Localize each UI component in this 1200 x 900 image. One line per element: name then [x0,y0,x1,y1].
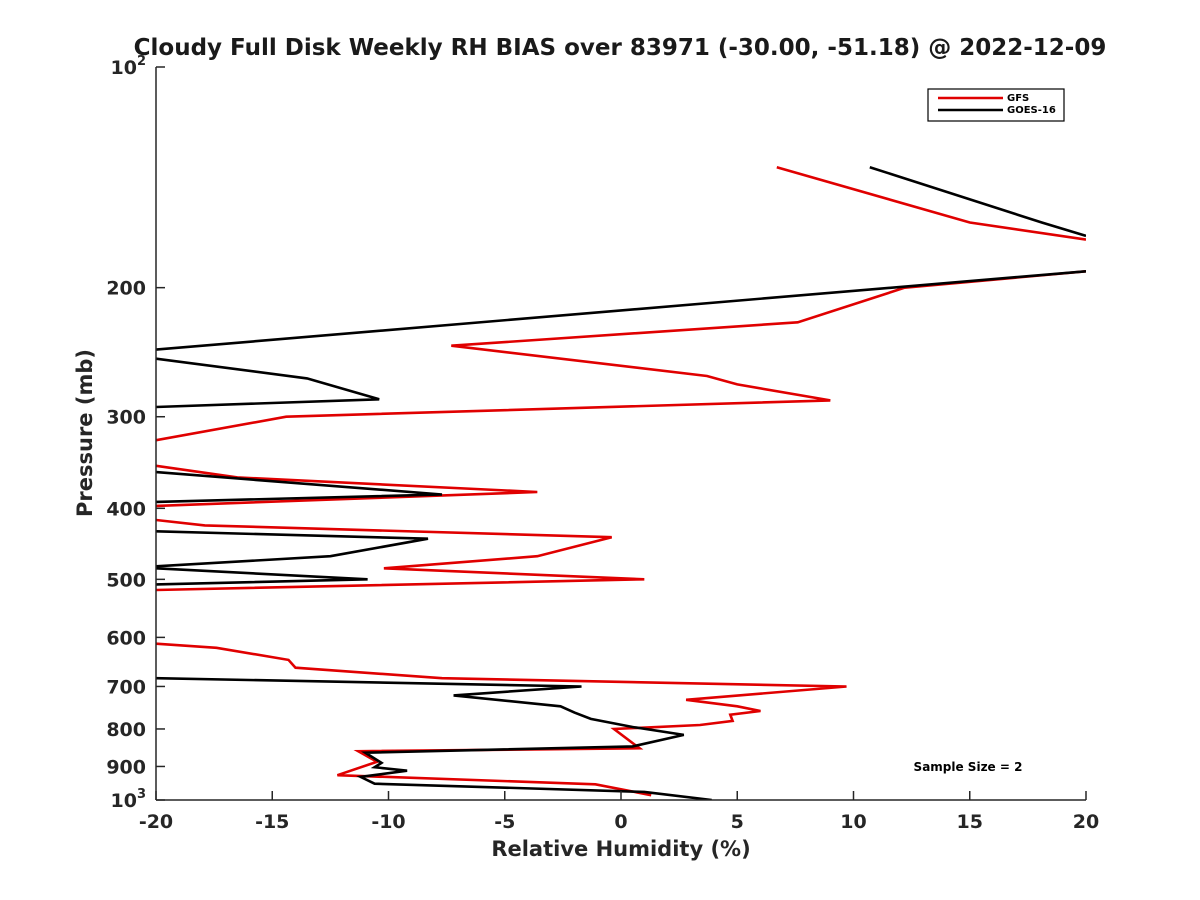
sample-size-annotation: Sample Size = 2 [914,760,1023,774]
series-goes16-line-1 [869,165,1086,238]
legend-box [927,88,1065,122]
series-gfs-line-3 [156,464,538,508]
y-tick-label: 200 [106,278,146,300]
plot-series-group [156,165,1086,800]
x-tick-label: -5 [494,811,515,833]
y-tick-label: 600 [106,627,146,649]
chart-title: Cloudy Full Disk Weekly RH BIAS over 839… [134,35,1107,61]
series-goes16-line-6 [156,567,368,586]
legend: GFS GOES-16 [927,88,1065,122]
legend-label-gfs: GFS [1007,93,1029,104]
series-goes16-line-5 [156,530,429,568]
x-axis-label: Relative Humidity (%) [491,837,750,861]
x-tick-label: -20 [139,811,173,833]
y-tick-label: 700 [106,676,146,698]
y-tick-label: 900 [106,756,146,778]
y-tick-label: 800 [106,719,146,741]
y-tick-label: 500 [106,569,146,591]
x-tick-label: -15 [255,811,289,833]
x-tick-label: 0 [614,811,627,833]
x-tick-label: 20 [1073,811,1099,833]
series-gfs-line-4 [156,518,645,592]
y-tick-label: 103 [111,787,147,812]
legend-label-goes16: GOES-16 [1007,105,1056,116]
series-gfs-line-5 [156,642,847,797]
series-goes16-line-3 [156,357,380,409]
x-tick-label: 5 [731,811,744,833]
y-tick-label: 300 [106,407,146,429]
x-tick-label: 10 [840,811,866,833]
series-goes16-line-4 [156,470,443,504]
x-tick-label: 15 [957,811,983,833]
x-ticks-group: -20 -15 -10 -5 0 5 10 15 20 [139,791,1099,833]
y-tick-label: 400 [106,498,146,520]
series-gfs-line-1 [776,165,1086,241]
series-goes16-line-7 [156,676,712,800]
series-goes16-line-2 [156,270,1086,351]
x-tick-label: -10 [371,811,405,833]
y-axis-label: Pressure (mb) [73,349,97,517]
series-gfs-line-2 [156,270,1086,442]
